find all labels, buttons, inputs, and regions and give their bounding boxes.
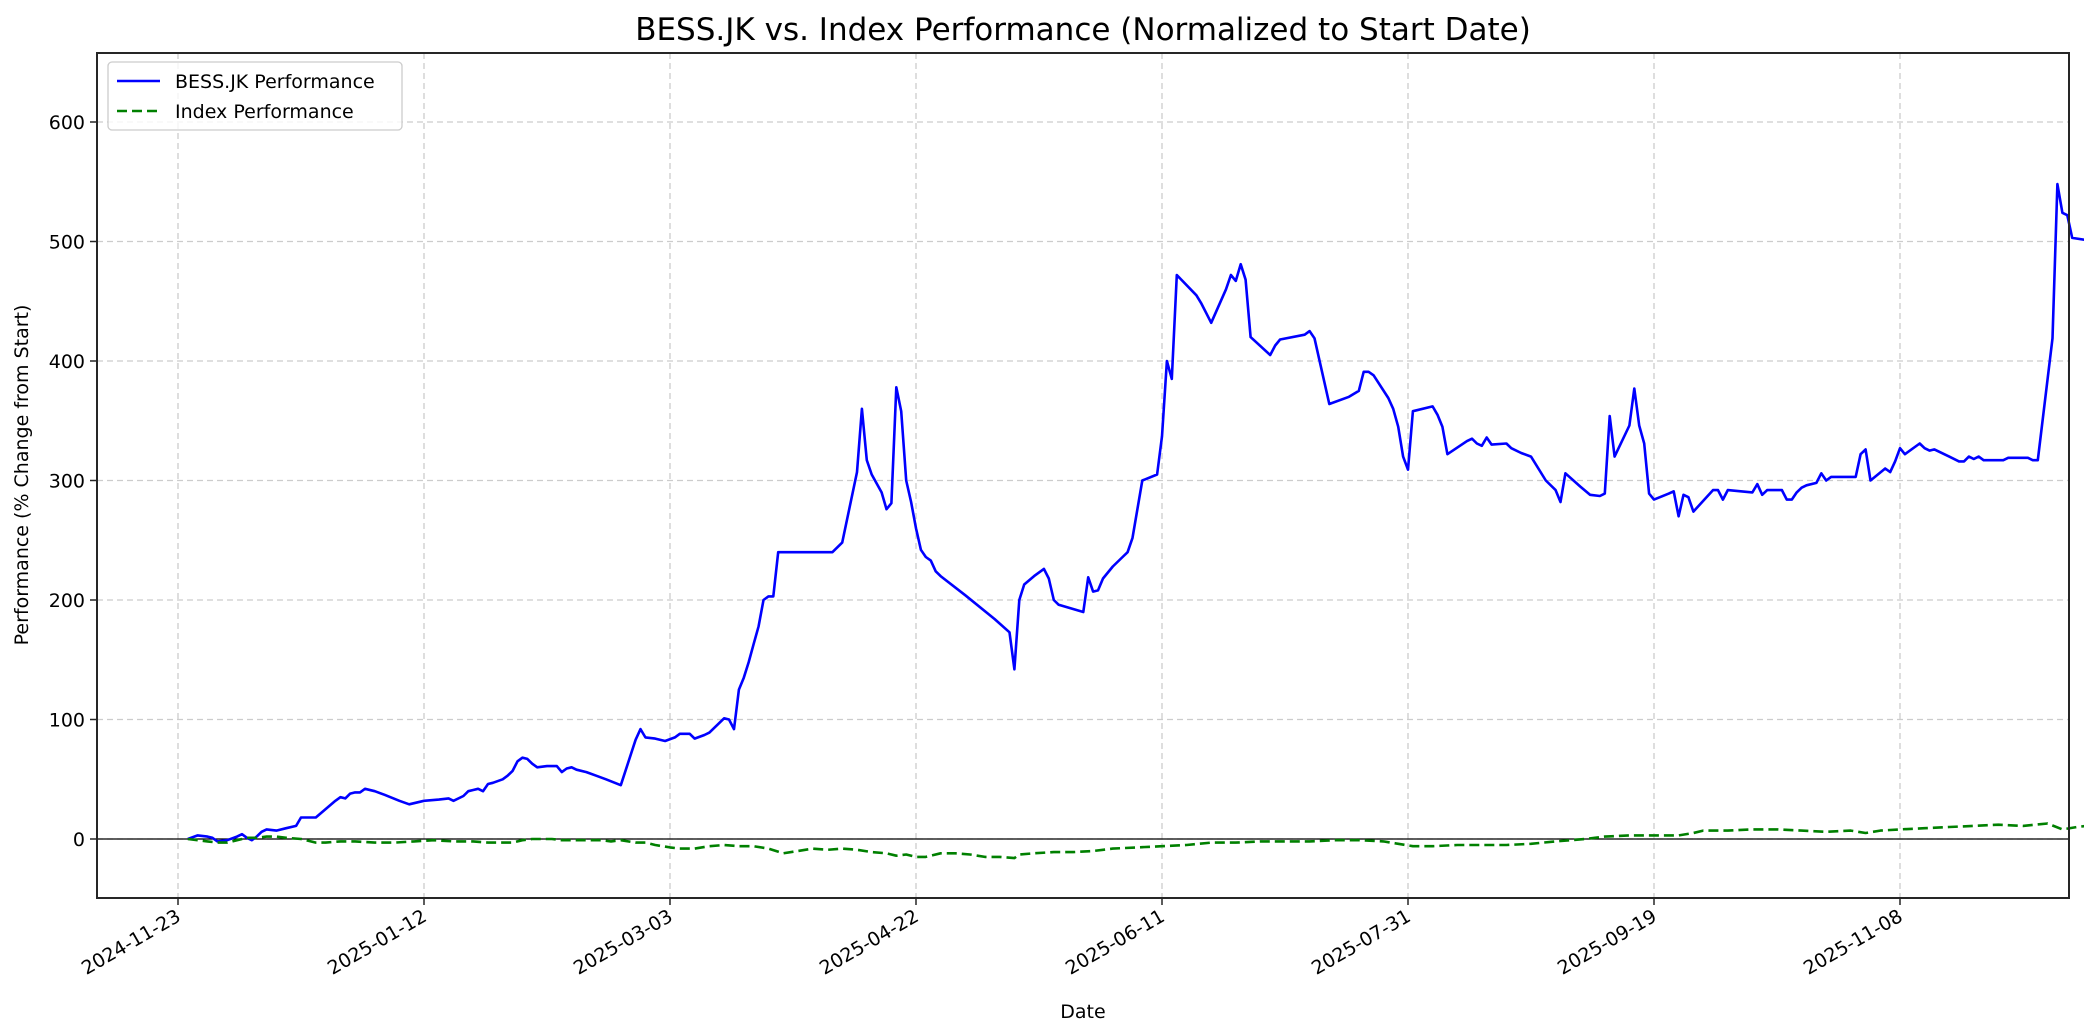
y-tick-label: 400 xyxy=(49,351,85,373)
legend-label-bess: BESS.JK Performance xyxy=(175,71,375,93)
bess-performance-line xyxy=(187,182,2084,843)
legend: BESS.JK Performance Index Performance xyxy=(107,61,403,131)
x-axis-label: Date xyxy=(1060,1001,1105,1023)
x-tick-label: 2025-09-19 xyxy=(1554,905,1661,979)
x-tick-label: 2024-11-23 xyxy=(78,905,185,979)
chart-title: BESS.JK vs. Index Performance (Normalize… xyxy=(635,12,1531,48)
legend-label-index: Index Performance xyxy=(175,101,354,123)
index-performance-line xyxy=(187,822,2084,860)
x-tick-label: 2025-01-12 xyxy=(324,905,431,979)
y-tick-label: 300 xyxy=(49,471,85,493)
x-tick-label: 2025-04-22 xyxy=(816,905,923,979)
y-tick-label: 600 xyxy=(49,112,85,134)
x-tick-label: 2025-06-11 xyxy=(1062,905,1169,979)
x-tick-label: 2025-07-31 xyxy=(1308,905,1415,979)
series-layer xyxy=(187,182,2084,860)
axes-frame xyxy=(96,52,2070,899)
y-axis-label: Performance (% Change from Start) xyxy=(11,305,33,646)
legend-box xyxy=(107,61,403,131)
y-axis-ticks: 0 100 200 300 400 500 600 xyxy=(49,112,97,851)
y-tick-label: 500 xyxy=(49,232,85,254)
x-tick-label: 2025-03-03 xyxy=(570,905,677,979)
x-axis-ticks: 2024-11-23 2025-01-12 2025-03-03 2025-04-22… xyxy=(78,898,1907,980)
y-tick-label: 0 xyxy=(73,829,85,851)
x-tick-label: 2025-11-08 xyxy=(1800,905,1907,979)
y-tick-label: 200 xyxy=(49,590,85,612)
grid-lines xyxy=(97,53,2069,898)
y-tick-label: 100 xyxy=(49,710,85,732)
